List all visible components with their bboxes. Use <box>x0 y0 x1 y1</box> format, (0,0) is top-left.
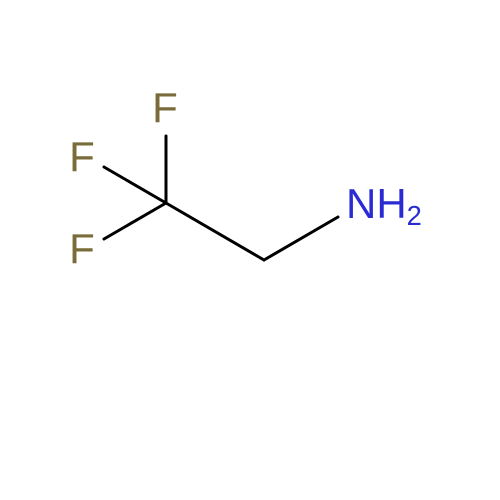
bond-c1-f2 <box>104 167 166 203</box>
atom-n1: NH2 <box>346 183 422 229</box>
bond-c1-c2 <box>166 203 264 260</box>
atom-n1-sub: 2 <box>407 200 422 231</box>
atom-f1: F <box>152 87 178 129</box>
atom-f1-label: F <box>152 84 178 131</box>
atom-f3: F <box>69 228 95 270</box>
atom-n1-label: NH <box>346 180 407 227</box>
molecule-canvas: F F F NH2 <box>0 0 500 500</box>
atom-f3-label: F <box>69 225 95 272</box>
bond-c2-n1 <box>264 217 338 260</box>
bond-c1-f3 <box>104 203 166 239</box>
atom-f2: F <box>69 136 95 178</box>
atom-f2-label: F <box>69 133 95 180</box>
